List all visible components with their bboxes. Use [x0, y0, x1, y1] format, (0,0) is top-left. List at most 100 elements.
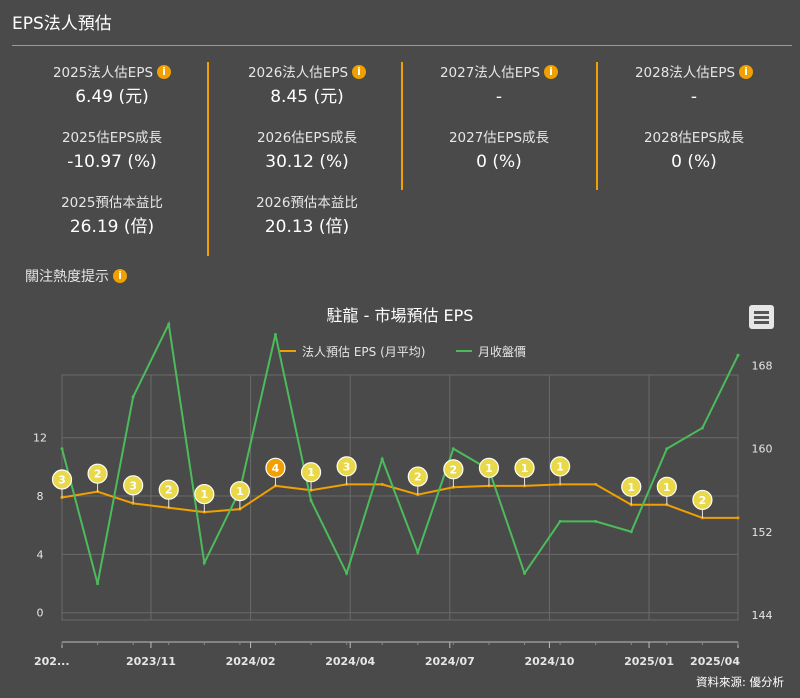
x-tick-label: 2025/01 — [624, 655, 674, 668]
attention-badge-label: 1 — [627, 481, 635, 494]
price-point — [60, 447, 64, 451]
attention-badge — [265, 457, 286, 478]
eps-point — [202, 510, 206, 514]
eps-value: - — [690, 87, 698, 107]
attention-badge — [300, 462, 322, 483]
eps-point — [273, 484, 277, 488]
price-point — [700, 426, 704, 430]
attention-badge — [514, 457, 535, 478]
pe-value: 26.19 (倍) — [69, 217, 155, 237]
eps-point — [594, 482, 598, 486]
column-separator — [401, 62, 403, 190]
eps-point — [700, 516, 704, 520]
price-point — [380, 457, 384, 461]
eps-value: 8.45 (元) — [270, 87, 344, 107]
attention-hint: 關注熱度提示 i — [25, 266, 127, 286]
x-tick-label: 2024/10 — [524, 655, 574, 668]
plot-area — [61, 374, 739, 621]
growth-label: 2028估EPS成長 — [643, 130, 745, 146]
price-point — [416, 551, 420, 555]
attention-badge — [478, 457, 500, 478]
attention-badge-label: 3 — [343, 460, 351, 473]
right-tick-label: 160 — [752, 443, 773, 456]
attention-badge — [158, 479, 179, 500]
eps-series-line — [61, 483, 738, 519]
attention-badge — [194, 483, 215, 505]
attention-badge-label: 1 — [236, 485, 244, 498]
pe-value: 20.13 (倍) — [264, 217, 350, 237]
attention-badge-label: 2 — [165, 484, 173, 497]
eps-point — [487, 484, 491, 488]
price-point — [345, 571, 349, 575]
eps-point — [416, 493, 420, 497]
price-point — [273, 333, 277, 337]
price-point — [202, 561, 206, 565]
price-point — [629, 530, 633, 534]
x-tick-label: 2023/11 — [126, 655, 176, 668]
attention-badge — [550, 456, 571, 477]
eps-point — [131, 501, 135, 505]
price-point — [736, 353, 740, 357]
chart-menu-button[interactable] — [749, 305, 774, 329]
eps-point — [629, 503, 633, 507]
attention-badge — [51, 469, 73, 490]
growth-value: 0 (%) — [671, 152, 717, 172]
eps-point — [736, 516, 740, 520]
info-icon[interactable]: i — [352, 65, 367, 79]
attention-badge-label: 2 — [94, 468, 102, 481]
attention-badge-label: 3 — [58, 474, 66, 487]
attention-badge — [87, 463, 108, 484]
eps-point — [345, 482, 349, 486]
info-icon[interactable]: i — [113, 269, 127, 283]
x-tick-label: 2024/02 — [226, 655, 276, 668]
price-point — [131, 395, 135, 399]
attention-badge-label: 2 — [450, 463, 458, 476]
eps-point — [167, 506, 171, 510]
attention-badge — [123, 475, 144, 496]
x-tick-label: 2025/04 — [690, 655, 740, 668]
eps-value: 6.49 (元) — [75, 87, 149, 107]
attention-badge — [229, 481, 250, 502]
section-title: EPS法人預估 — [12, 14, 112, 34]
attention-badge — [656, 476, 677, 497]
info-icon[interactable]: i — [544, 65, 559, 79]
column-separator — [596, 62, 598, 190]
left-tick-label: 12 — [33, 432, 47, 445]
attention-badge-label: 3 — [129, 479, 137, 492]
eps-point — [60, 496, 64, 499]
attention-badge-label: 1 — [521, 462, 529, 475]
eps-label: 2026法人估EPS i — [212, 62, 402, 84]
price-point — [558, 519, 562, 523]
attention-badge — [443, 459, 464, 480]
eps-point — [380, 482, 384, 486]
x-tick-label: 2024/04 — [325, 655, 375, 668]
attention-badge-label: 1 — [556, 460, 564, 473]
eps-column-2025: 2025法人估EPS i 6.49 (元) 2025估EPS成長 -10.97 (… — [17, 62, 207, 257]
eps-label: 2028法人估EPS i — [599, 62, 789, 84]
eps-column-2027: 2027法人估EPS i - 2027估EPS成長 0 (%) — [404, 62, 594, 192]
data-source: 資料來源: 優分析 — [695, 675, 784, 689]
eps-point — [451, 485, 455, 489]
price-point — [238, 488, 242, 492]
attention-badge-label: 1 — [663, 481, 671, 494]
growth-value: 0 (%) — [476, 152, 522, 172]
price-point — [96, 582, 100, 586]
eps-label: 2025法人估EPS i — [17, 62, 207, 84]
info-icon[interactable]: i — [739, 65, 754, 79]
pe-label: 2026預估本益比 — [256, 195, 358, 211]
title-divider — [12, 45, 792, 46]
attention-badge — [336, 456, 357, 477]
growth-label: 2025估EPS成長 — [61, 130, 163, 146]
attention-badge-label: 2 — [699, 494, 707, 507]
eps-value: - — [495, 87, 503, 107]
legend-item-price[interactable]: 月收盤價 — [456, 343, 526, 360]
info-icon[interactable]: i — [157, 65, 172, 79]
left-tick-label: 8 — [37, 490, 44, 503]
right-tick-label: 152 — [752, 526, 773, 539]
attention-badge-label: 4 — [272, 462, 280, 475]
price-series-line — [61, 320, 739, 584]
x-tick-label: 2024/07 — [425, 655, 475, 668]
price-point — [523, 571, 527, 575]
growth-label: 2027估EPS成長 — [448, 130, 550, 146]
legend-item-eps[interactable]: 法人預估 EPS (月平均) — [280, 343, 425, 360]
